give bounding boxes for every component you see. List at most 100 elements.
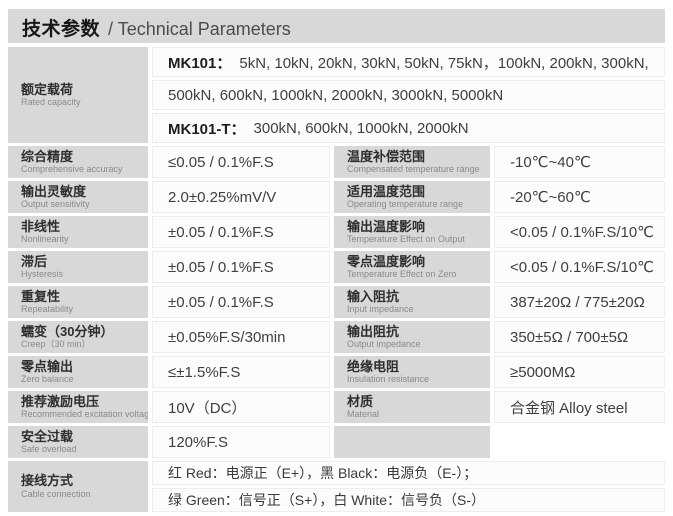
param-value-material: 合金钢 Alloy steel	[494, 391, 665, 423]
param-value-repeatability: ±0.05 / 0.1%F.S	[152, 286, 330, 318]
param-value-output-impedance: 350±5Ω / 700±5Ω	[494, 321, 665, 353]
param-label-en-hysteresis: Hysteresis	[21, 269, 64, 280]
param-label-safe-overload: 安全过载 Safe overload	[8, 426, 148, 458]
empty-label-cell	[334, 426, 490, 458]
param-value-zero-balance: ≤±1.5%F.S	[152, 356, 330, 388]
param-value-operating-temperature-range: -20℃~60℃	[494, 181, 665, 213]
page-title-zh: 技术参数	[22, 19, 101, 40]
model-name: MK101-T：	[168, 120, 246, 138]
param-value-temperature-effect-on-zero: <0.05 / 0.1%F.S/10℃	[494, 251, 665, 283]
param-value-text: 2.0±0.25%mV/V	[168, 188, 277, 206]
model-name: MK101：	[168, 54, 232, 72]
cable-connection-text: 绿 Green：信号正（S+），白 White：信号负（S-）	[168, 492, 485, 508]
param-label-en-output-sensitivity: Output sensitivity	[21, 199, 90, 210]
param-label-cable-connection: 接线方式 Cable connection	[8, 461, 148, 512]
param-label-zh-input-impedance: 输入阻抗	[347, 288, 400, 304]
param-value-hysteresis: ±0.05 / 0.1%F.S	[152, 251, 330, 283]
param-value-recommended-excitation-voltage: 10V（DC）	[152, 391, 330, 423]
param-label-zh-temperature-effect-on-output: 输出温度影响	[347, 218, 426, 234]
param-label-zh-hysteresis: 滞后	[21, 253, 48, 269]
param-label-en-material: Material	[347, 409, 380, 420]
page-title-en: / Technical Parameters	[108, 19, 291, 39]
param-value-compensated-temperature-range: -10℃~40℃	[494, 146, 665, 178]
rated-capacity-line: MK101-T： 300kN, 600kN, 1000kN, 2000kN	[152, 113, 665, 143]
param-label-en-insulation-resistance: Insulation resistance	[347, 374, 430, 385]
param-value-text: <0.05 / 0.1%F.S/10℃	[510, 224, 655, 241]
rated-capacity-line: 500kN, 600kN, 1000kN, 2000kN, 3000kN, 50…	[152, 80, 665, 110]
param-value-comprehensive-accuracy: ≤0.05 / 0.1%F.S	[152, 146, 330, 178]
param-label-en-cable-connection: Cable connection	[21, 488, 91, 499]
param-value-text: 387±20Ω / 775±20Ω	[510, 293, 645, 311]
param-value-creep: ±0.05%F.S/30min	[152, 321, 330, 353]
param-label-en-nonlinearity: Nonlinearity	[21, 234, 69, 245]
param-label-output-sensitivity: 输出灵敏度 Output sensitivity	[8, 181, 148, 213]
param-label-zh-creep: 蠕变（30分钟）	[21, 323, 114, 339]
param-value-nonlinearity: ±0.05 / 0.1%F.S	[152, 216, 330, 248]
params-table: 额定载荷 Rated capacity MK101： 5kN, 10kN, 20kN,…	[8, 47, 665, 512]
param-label-zh-material: 材质	[347, 393, 374, 409]
param-label-en-compensated-temperature-range: Compensated temperature range	[347, 164, 480, 175]
param-value-text: 350±5Ω / 700±5Ω	[510, 328, 629, 346]
param-label-zh-zero-balance: 零点输出	[21, 358, 74, 374]
param-value-insulation-resistance: ≥5000MΩ	[494, 356, 665, 388]
param-label-temperature-effect-on-zero: 零点温度影响 Temperature Effect on Zero	[334, 251, 490, 283]
param-label-en-comprehensive-accuracy: Comprehensive accuracy	[21, 164, 123, 175]
param-label-rated-capacity: 额定载荷 Rated capacity	[8, 47, 148, 143]
param-label-zh-safe-overload: 安全过载	[21, 428, 74, 444]
param-label-zh-compensated-temperature-range: 温度补偿范围	[347, 148, 426, 164]
param-value-input-impedance: 387±20Ω / 775±20Ω	[494, 286, 665, 318]
param-label-material: 材质 Material	[334, 391, 490, 423]
param-value-text: ±0.05 / 0.1%F.S	[168, 293, 274, 311]
param-value-text: ±0.05 / 0.1%F.S	[168, 258, 274, 276]
param-label-compensated-temperature-range: 温度补偿范围 Compensated temperature range	[334, 146, 490, 178]
param-label-en-output-impedance: Output impedance	[347, 339, 421, 350]
param-value-text: ±0.05%F.S/30min	[168, 328, 286, 346]
param-value-text: 120%F.S	[168, 433, 229, 451]
param-label-zh-cable-connection: 接线方式	[21, 473, 74, 489]
param-label-input-impedance: 输入阻抗 Input impedance	[334, 286, 490, 318]
param-label-en-recommended-excitation-voltage: Recommended excitation voltage	[21, 409, 148, 420]
cable-connection-line: 绿 Green：信号正（S+），白 White：信号负（S-）	[152, 488, 665, 512]
param-value-text: -20℃~60℃	[510, 189, 591, 206]
rated-capacity-line: MK101： 5kN, 10kN, 20kN, 30kN, 50kN, 75kN，…	[152, 47, 665, 77]
param-value-text: ≥5000MΩ	[510, 363, 576, 381]
param-label-creep: 蠕变（30分钟） Creep（30 min）	[8, 321, 148, 353]
param-value-temperature-effect-on-output: <0.05 / 0.1%F.S/10℃	[494, 216, 665, 248]
param-label-nonlinearity: 非线性 Nonlinearity	[8, 216, 148, 248]
param-label-temperature-effect-on-output: 输出温度影响 Temperature Effect on Output	[334, 216, 490, 248]
param-value-text: 合金钢 Alloy steel	[510, 399, 628, 417]
param-label-zh-repeatability: 重复性	[21, 288, 61, 304]
param-label-en-zero-balance: Zero balance	[21, 374, 74, 385]
param-label-insulation-resistance: 绝缘电阻 Insulation resistance	[334, 356, 490, 388]
param-label-zh-insulation-resistance: 绝缘电阻	[347, 358, 400, 374]
param-label-zh-temperature-effect-on-zero: 零点温度影响	[347, 253, 426, 269]
param-value-output-sensitivity: 2.0±0.25%mV/V	[152, 181, 330, 213]
param-value-text: <0.05 / 0.1%F.S/10℃	[510, 259, 655, 276]
cable-connection-text: 红 Red：电源正（E+），黑 Black：电源负（E-）；	[168, 465, 478, 481]
param-label-zh-rated-capacity: 额定载荷	[21, 81, 74, 97]
param-label-comprehensive-accuracy: 综合精度 Comprehensive accuracy	[8, 146, 148, 178]
param-label-hysteresis: 滞后 Hysteresis	[8, 251, 148, 283]
param-label-output-impedance: 输出阻抗 Output impedance	[334, 321, 490, 353]
param-label-en-creep: Creep（30 min）	[21, 339, 91, 350]
param-label-en-temperature-effect-on-zero: Temperature Effect on Zero	[347, 269, 457, 280]
page: 技术参数 / Technical Parameters 额定载荷 Rated ca…	[8, 9, 665, 512]
param-label-zh-nonlinearity: 非线性	[21, 218, 61, 234]
param-label-en-rated-capacity: Rated capacity	[21, 97, 81, 108]
param-label-recommended-excitation-voltage: 推荐激励电压 Recommended excitation voltage	[8, 391, 148, 423]
page-title-bar: 技术参数 / Technical Parameters	[8, 9, 665, 43]
param-label-operating-temperature-range: 适用温度范围 Operating temperature range	[334, 181, 490, 213]
param-label-zh-output-impedance: 输出阻抗	[347, 323, 400, 339]
param-label-zh-comprehensive-accuracy: 综合精度	[21, 148, 74, 164]
rated-capacity-values: 5kN, 10kN, 20kN, 30kN, 50kN, 75kN，100kN,…	[239, 54, 649, 72]
param-label-en-input-impedance: Input impedance	[347, 304, 414, 315]
param-value-text: ≤±1.5%F.S	[168, 363, 241, 381]
param-label-zh-output-sensitivity: 输出灵敏度	[21, 183, 87, 199]
rated-capacity-values: 500kN, 600kN, 1000kN, 2000kN, 3000kN, 50…	[168, 86, 504, 104]
param-label-zero-balance: 零点输出 Zero balance	[8, 356, 148, 388]
param-value-text: ≤0.05 / 0.1%F.S	[168, 153, 274, 171]
param-value-text: ±0.05 / 0.1%F.S	[168, 223, 274, 241]
param-value-text: -10℃~40℃	[510, 154, 591, 171]
param-label-en-temperature-effect-on-output: Temperature Effect on Output	[347, 234, 465, 245]
param-label-en-safe-overload: Safe overload	[21, 444, 77, 455]
